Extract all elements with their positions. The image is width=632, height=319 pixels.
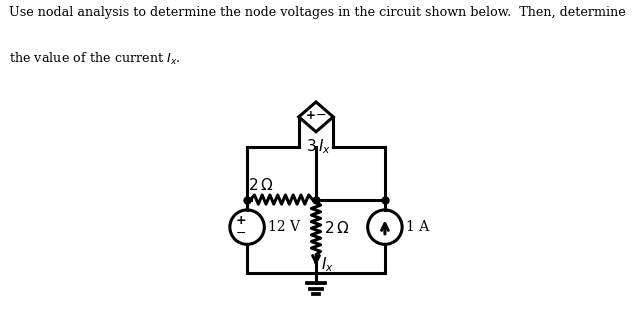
Text: $3\,I_x$: $3\,I_x$ [307, 137, 331, 156]
Text: $I_x$: $I_x$ [320, 255, 334, 274]
Text: +: + [306, 109, 316, 122]
Text: the value of the current $I_x$.: the value of the current $I_x$. [9, 51, 181, 67]
Text: +: + [235, 214, 246, 227]
Text: −: − [235, 227, 246, 240]
Text: 1 A: 1 A [406, 220, 429, 234]
Text: $2\,\Omega$: $2\,\Omega$ [324, 220, 349, 236]
Text: 12 V: 12 V [268, 220, 300, 234]
Text: −: − [316, 109, 326, 122]
Text: $2\,\Omega$: $2\,\Omega$ [248, 177, 274, 193]
Text: Use nodal analysis to determine the node voltages in the circuit shown below.  T: Use nodal analysis to determine the node… [9, 6, 626, 19]
